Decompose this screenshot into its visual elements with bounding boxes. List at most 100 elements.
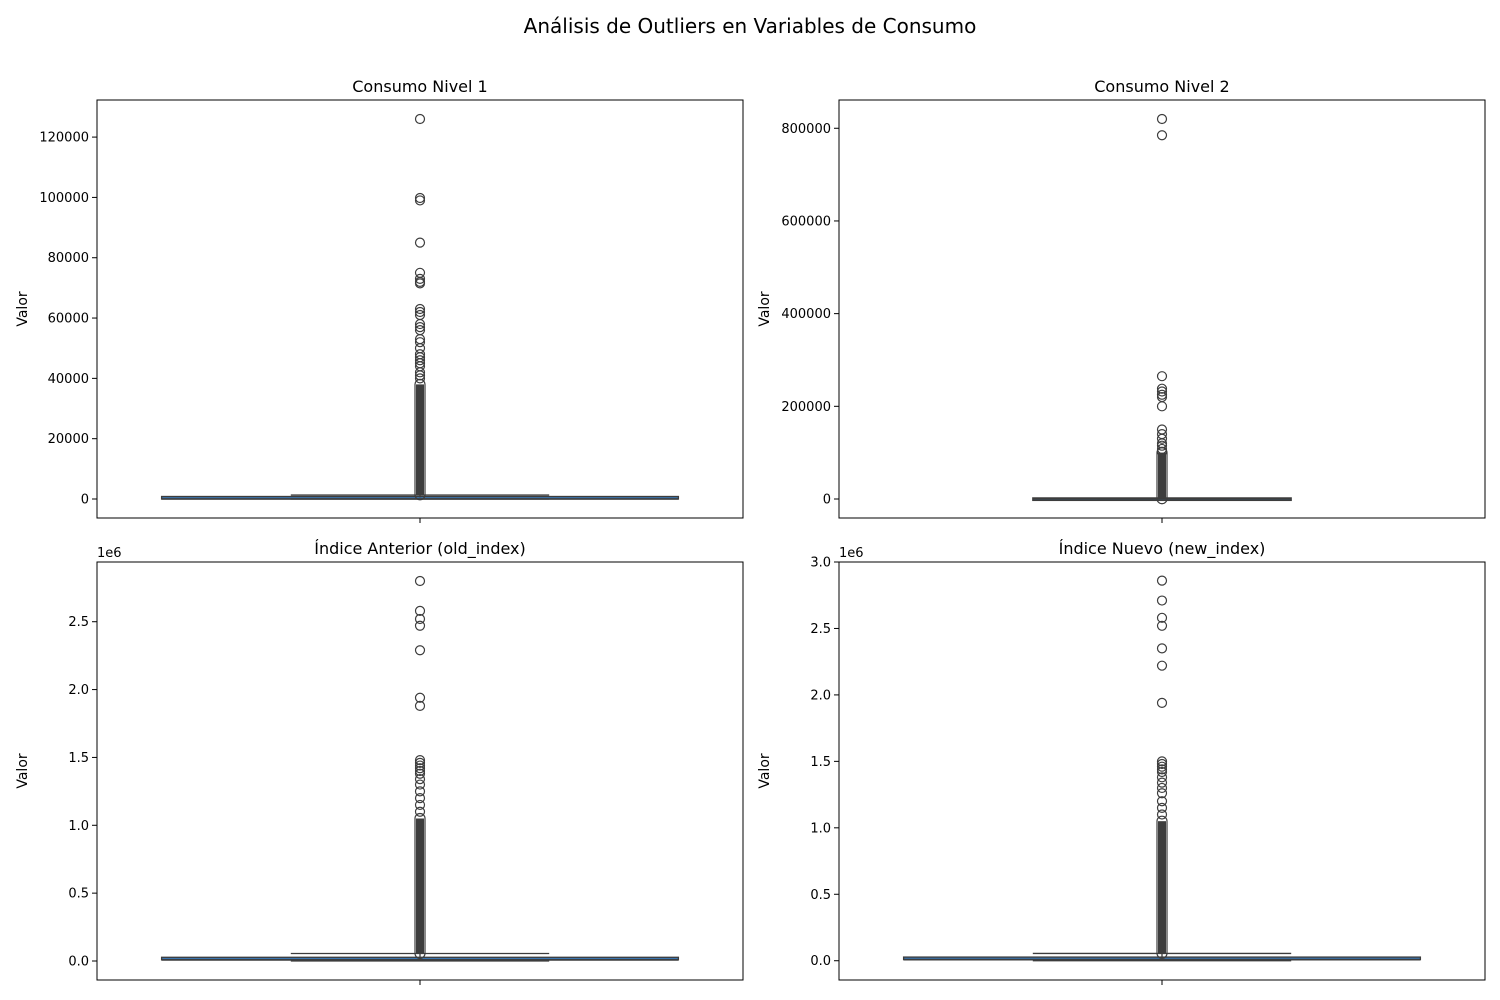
outlier-point — [1156, 761, 1168, 772]
y-tick-label: 60000 — [48, 312, 89, 327]
y-axis-label: Valor — [15, 291, 31, 327]
subplot-title: Índice Nuevo (new_index) — [1059, 539, 1266, 559]
outlier-point — [414, 278, 426, 289]
outlier-point — [414, 692, 426, 703]
y-tick-label: 0.5 — [68, 887, 89, 902]
outlier-cluster-fill — [1158, 821, 1166, 954]
y-tick-label: 120000 — [39, 131, 89, 146]
subplot-title: Consumo Nivel 1 — [352, 77, 487, 96]
outlier-point — [414, 306, 426, 318]
outlier-point — [1156, 643, 1168, 654]
outlier-point — [1156, 440, 1168, 451]
y-axis-label: Valor — [757, 291, 773, 327]
outlier-point — [1156, 371, 1168, 382]
y-tick-label: 80000 — [48, 251, 89, 266]
outlier-point — [1156, 758, 1168, 770]
outlier-point — [414, 337, 426, 348]
outlier-point — [1156, 766, 1168, 778]
outlier-point — [1156, 764, 1168, 775]
y-tick-label: 1.5 — [68, 751, 89, 766]
y-tick-label: 3.0 — [810, 556, 831, 571]
outlier-cluster — [1156, 815, 1168, 959]
outlier-point — [414, 367, 426, 378]
outlier-point — [414, 318, 426, 330]
y-tick-label: 1.0 — [810, 821, 831, 836]
outlier-point — [414, 645, 426, 656]
y-tick-label: 2.5 — [68, 615, 89, 630]
outlier-point — [414, 237, 426, 248]
outlier-point — [414, 700, 426, 711]
outlier-point — [414, 370, 426, 381]
y-tick-label: 2.0 — [810, 688, 831, 703]
axis-offset-label: 1e6 — [839, 546, 864, 561]
y-tick-label: 800000 — [781, 122, 831, 137]
outlier-point — [1156, 697, 1168, 708]
outlier-point — [1156, 782, 1168, 794]
outlier-cluster-fill — [416, 384, 424, 495]
outlier-point — [414, 793, 426, 804]
outlier-point — [1156, 777, 1168, 788]
axes-frame — [838, 561, 1486, 981]
outlier-point — [1156, 575, 1168, 586]
outlier-cluster-fill — [416, 818, 424, 954]
outlier-point — [414, 779, 426, 790]
outlier-point — [1156, 660, 1168, 671]
subplot-3: Índice Anterior (old_index) Valor 1e6 0.0 0.… — [15, 539, 744, 985]
subplot-title: Consumo Nivel 2 — [1094, 77, 1229, 96]
y-tick-label: 1.5 — [810, 755, 831, 770]
y-tick-label: 1.0 — [68, 819, 89, 834]
y-tick-label: 600000 — [781, 214, 831, 229]
outlier-point — [1156, 796, 1168, 807]
outlier-point — [1156, 612, 1168, 623]
outlier-point — [414, 113, 426, 125]
outlier-point — [414, 575, 426, 587]
outlier-point — [414, 613, 426, 625]
y-tick-label: 2.5 — [810, 622, 831, 637]
outlier-point — [414, 765, 426, 777]
y-tick-label: 20000 — [48, 432, 89, 447]
outlier-point — [414, 620, 426, 631]
outlier-point — [1156, 756, 1168, 767]
axis-offset-label: 1e6 — [97, 546, 122, 561]
outlier-point — [414, 755, 426, 766]
outlier-point — [1156, 620, 1168, 631]
outlier-point — [414, 806, 426, 817]
outlier-point — [1156, 433, 1168, 444]
y-tick-label: 200000 — [781, 400, 831, 415]
outlier-point — [414, 195, 426, 206]
subplot-1: Consumo Nivel 1 Valor 0 20000 40000 60000 8000… — [15, 77, 744, 523]
outlier-point — [1156, 113, 1168, 125]
outlier-point — [1156, 383, 1168, 394]
outlier-point — [414, 799, 426, 811]
outlier-point — [414, 373, 426, 384]
outlier-point — [414, 355, 426, 366]
outlier-point — [1156, 809, 1168, 820]
y-tick-label: 40000 — [48, 372, 89, 387]
outlier-point — [414, 757, 426, 768]
outlier-point — [414, 768, 426, 779]
y-tick-label: 0 — [823, 493, 831, 508]
outlier-cluster — [414, 812, 426, 959]
outlier-point — [1156, 386, 1168, 397]
outlier-point — [1156, 446, 1168, 457]
outlier-point — [414, 192, 426, 204]
y-tick-label: 0.0 — [810, 954, 831, 969]
outlier-point — [1156, 802, 1168, 813]
outlier-point — [414, 774, 426, 785]
outlier-point — [1156, 401, 1168, 412]
outlier-point — [414, 273, 426, 284]
y-tick-label: 0.5 — [810, 888, 831, 903]
outlier-point — [414, 760, 426, 771]
axes-frame — [838, 99, 1486, 519]
outlier-point — [1156, 788, 1168, 799]
y-tick-label: 100000 — [39, 191, 89, 206]
y-axis-label: Valor — [15, 753, 31, 789]
subplot-2: Consumo Nivel 2 Valor 0 200000 400000 600000 8… — [757, 77, 1486, 523]
outlier-point — [414, 605, 426, 616]
outlier-cluster-fill — [1158, 452, 1166, 499]
y-tick-label: 2.0 — [68, 683, 89, 698]
outlier-point — [414, 321, 426, 333]
outlier-point — [414, 303, 426, 315]
outlier-point — [1156, 595, 1168, 606]
